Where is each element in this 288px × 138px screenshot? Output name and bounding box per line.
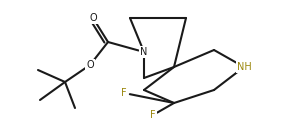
Text: O: O [86,60,94,70]
Text: F: F [121,88,127,98]
Text: N: N [140,47,148,57]
Text: O: O [89,13,97,23]
Text: F: F [150,110,156,120]
Text: NH: NH [237,62,251,72]
